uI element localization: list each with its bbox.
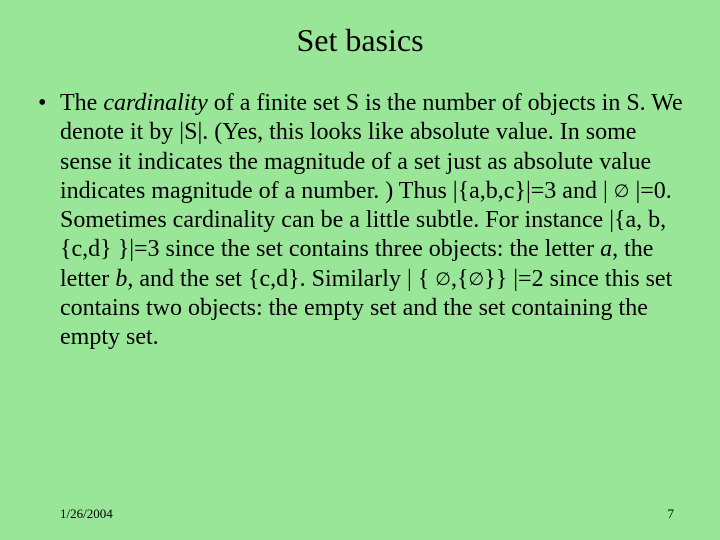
- italic-cardinality: cardinality: [103, 90, 207, 116]
- italic-b: b: [115, 266, 127, 292]
- empty-set-symbol-1: ∅: [614, 181, 630, 201]
- empty-set-symbol-2: ∅: [435, 269, 451, 289]
- slide-body: The cardinality of a finite set S is the…: [0, 71, 720, 352]
- italic-a: a: [600, 236, 612, 262]
- text-pre: The: [60, 90, 103, 116]
- bullet-list: The cardinality of a finite set S is the…: [36, 89, 684, 352]
- text-part5: ,{: [451, 266, 469, 292]
- empty-set-symbol-3: ∅: [469, 269, 485, 289]
- bullet-item: The cardinality of a finite set S is the…: [36, 89, 684, 352]
- text-part4: , and the set {c,d}. Similarly | {: [127, 266, 435, 292]
- slide-title: Set basics: [0, 0, 720, 71]
- footer-page-number: 7: [668, 506, 675, 522]
- slide-footer: 1/26/2004 7: [0, 506, 720, 522]
- footer-date: 1/26/2004: [60, 506, 113, 522]
- slide: Set basics The cardinality of a finite s…: [0, 0, 720, 540]
